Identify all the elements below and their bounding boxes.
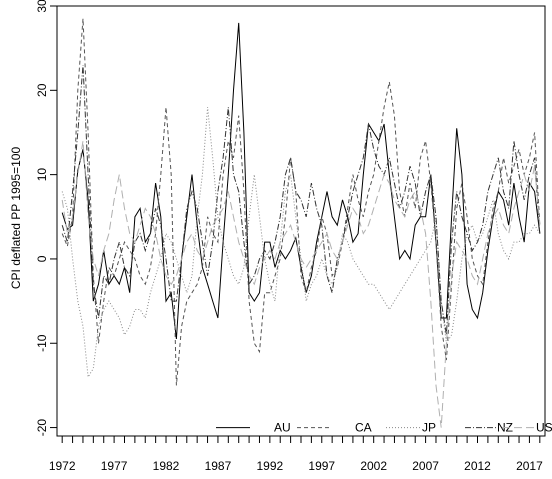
x-tick-label: 1992 bbox=[256, 459, 283, 473]
y-tick-label: 0 bbox=[35, 255, 49, 262]
x-axis: 1972 1977 1982 1987 1992 1997 2002 2007 2012 2017 bbox=[49, 436, 543, 473]
series-line-us bbox=[61, 140, 541, 428]
legend-label-jp: JP bbox=[422, 421, 436, 435]
y-tick-label: 30 bbox=[35, 0, 49, 13]
y-tick-label: -10 bbox=[35, 334, 49, 352]
plot-lines bbox=[61, 18, 541, 428]
series-line-ca bbox=[61, 18, 541, 386]
y-axis: -20 -10 0 10 20 30 bbox=[35, 0, 57, 436]
series-line-nz bbox=[61, 64, 541, 335]
y-tick-label: 20 bbox=[35, 83, 49, 97]
legend-label-ca: CA bbox=[355, 421, 372, 435]
y-axis-label: CPI deflated PP 1995=100 bbox=[9, 147, 23, 290]
y-tick-label: -20 bbox=[35, 419, 49, 437]
x-tick-label: 1982 bbox=[153, 459, 180, 473]
legend-label-au: AU bbox=[274, 421, 291, 435]
series-line-jp bbox=[61, 107, 541, 379]
legend: AU CA JP NZ US bbox=[216, 421, 552, 435]
x-tick-label: 1977 bbox=[101, 459, 128, 473]
x-tick-label: 2002 bbox=[360, 459, 387, 473]
x-tick-label: 1972 bbox=[49, 459, 76, 473]
y-tick-label: 10 bbox=[35, 168, 49, 182]
legend-label-us: US bbox=[536, 421, 552, 435]
x-tick-label: 2007 bbox=[412, 459, 439, 473]
series-line-au bbox=[61, 22, 541, 340]
x-tick-label: 2017 bbox=[516, 459, 543, 473]
x-tick-label: 1987 bbox=[205, 459, 232, 473]
x-tick-label: 1997 bbox=[308, 459, 335, 473]
plot-frame bbox=[56, 5, 546, 437]
x-tick-label: 2012 bbox=[464, 459, 491, 473]
